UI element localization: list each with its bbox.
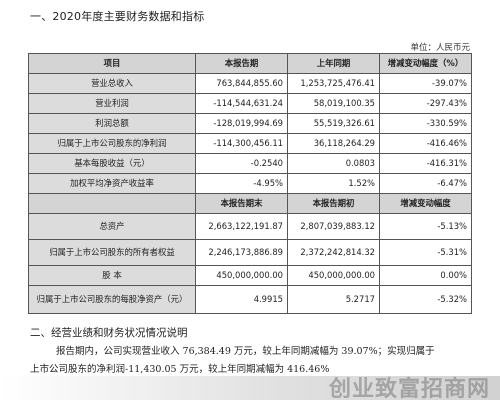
table-row: 基本每股收益（元） -0.2540 0.0803 -416.31% bbox=[28, 153, 472, 174]
prior-value: 1.52% bbox=[287, 173, 380, 194]
prior-value: 58,019,100.35 bbox=[287, 93, 380, 114]
change-value: -416.31% bbox=[379, 153, 472, 174]
change-value: -5.32% bbox=[379, 285, 472, 314]
row-label: 利润总额 bbox=[28, 113, 196, 134]
header-cell: 本报告期末 bbox=[195, 193, 288, 214]
row-label: 归属于上市公司股东的每股净资产（元） bbox=[28, 285, 196, 314]
current-value: -4.95% bbox=[195, 173, 288, 194]
row-label: 营业利润 bbox=[28, 93, 196, 114]
change-value: -6.47% bbox=[379, 173, 472, 194]
change-value: -39.07% bbox=[379, 73, 472, 94]
row-label: 加权平均净资产收益率 bbox=[28, 173, 196, 194]
section-title-financial-data: 一、2020年度主要财务数据和指标 bbox=[30, 10, 205, 23]
change-value: -5.31% bbox=[379, 239, 472, 266]
watermark-band bbox=[0, 376, 500, 400]
paragraph-line: 上市公司股东的净利润-11,430.05 万元，较上年同期减幅为 416.46% bbox=[30, 364, 330, 375]
prior-value: 1,253,725,476.41 bbox=[287, 73, 380, 94]
current-value: 4.9915 bbox=[195, 285, 288, 314]
table-header-row: 项目 本报告期 上年同期 增减变动幅度（%） bbox=[28, 53, 472, 74]
current-value: -114,300,456.11 bbox=[195, 133, 288, 154]
header-cell bbox=[28, 193, 196, 214]
table-row: 利润总额 -128,019,994.69 55,519,326.61 -330.… bbox=[28, 113, 472, 134]
performance-paragraph: 报告期内，公司实现营业收入 76,384.49 万元，较上年同期减幅为 39.0… bbox=[30, 343, 480, 379]
change-value: 0.00% bbox=[379, 265, 472, 286]
change-value: -297.43% bbox=[379, 93, 472, 114]
row-label: 基本每股收益（元） bbox=[28, 153, 196, 174]
table-row: 股 本 450,000,000.00 450,000,000.00 0.00% bbox=[28, 265, 472, 286]
watermark-text: 创业致富招商网 bbox=[328, 377, 490, 402]
unit-label: 单位：人民币元 bbox=[410, 43, 470, 53]
paragraph-line-text: 报告期内，公司实现营业收入 76,384.49 万元，较上年同期减幅为 39.0… bbox=[56, 346, 435, 357]
change-value: -416.46% bbox=[379, 133, 472, 154]
header-cell: 上年同期 bbox=[287, 53, 380, 74]
row-label: 归属于上市公司股东的净利润 bbox=[28, 133, 196, 154]
header-cell: 本报告期初 bbox=[287, 193, 380, 214]
current-value: -0.2540 bbox=[195, 153, 288, 174]
table-row: 营业利润 -114,544,631.24 58,019,100.35 -297.… bbox=[28, 93, 472, 114]
current-value: -114,544,631.24 bbox=[195, 93, 288, 114]
table-row: 营业总收入 763,844,855.60 1,253,725,476.41 -3… bbox=[28, 73, 472, 94]
section-title-performance: 二、经营业绩和财务状况情况说明 bbox=[30, 327, 188, 339]
table-row: 加权平均净资产收益率 -4.95% 1.52% -6.47% bbox=[28, 173, 472, 194]
current-value: 2,663,122,191.87 bbox=[195, 213, 288, 240]
row-label: 股 本 bbox=[28, 265, 196, 286]
current-value: 2,246,173,886.89 bbox=[195, 239, 288, 266]
paragraph-line: 报告期内，公司实现营业收入 76,384.49 万元，较上年同期减幅为 39.0… bbox=[30, 343, 480, 361]
prior-value: 2,807,039,883.12 bbox=[287, 213, 380, 240]
table-row: 归属于上市公司股东的每股净资产（元） 4.9915 5.2717 -5.32% bbox=[28, 285, 472, 314]
prior-value: 36,118,264.29 bbox=[287, 133, 380, 154]
prior-value: 5.2717 bbox=[287, 285, 380, 314]
header-cell: 项目 bbox=[28, 53, 196, 74]
header-cell: 增减变动幅度 bbox=[379, 193, 472, 214]
change-value: -5.13% bbox=[379, 213, 472, 240]
table-subheader-row: 本报告期末 本报告期初 增减变动幅度 bbox=[28, 193, 472, 214]
table-row: 总资产 2,663,122,191.87 2,807,039,883.12 -5… bbox=[28, 213, 472, 240]
financial-table: 项目 本报告期 上年同期 增减变动幅度（%） 营业总收入 763,844,855… bbox=[28, 53, 472, 314]
current-value: 763,844,855.60 bbox=[195, 73, 288, 94]
table-row: 归属于上市公司股东的所有者权益 2,246,173,886.89 2,372,2… bbox=[28, 239, 472, 266]
header-cell: 本报告期 bbox=[195, 53, 288, 74]
current-value: -128,019,994.69 bbox=[195, 113, 288, 134]
prior-value: 450,000,000.00 bbox=[287, 265, 380, 286]
prior-value: 0.0803 bbox=[287, 153, 380, 174]
change-value: -330.59% bbox=[379, 113, 472, 134]
prior-value: 55,519,326.61 bbox=[287, 113, 380, 134]
header-cell: 增减变动幅度（%） bbox=[379, 53, 472, 74]
row-label: 总资产 bbox=[28, 213, 196, 240]
current-value: 450,000,000.00 bbox=[195, 265, 288, 286]
row-label: 营业总收入 bbox=[28, 73, 196, 94]
row-label: 归属于上市公司股东的所有者权益 bbox=[28, 239, 196, 266]
prior-value: 2,372,242,814.32 bbox=[287, 239, 380, 266]
table-row: 归属于上市公司股东的净利润 -114,300,456.11 36,118,264… bbox=[28, 133, 472, 154]
